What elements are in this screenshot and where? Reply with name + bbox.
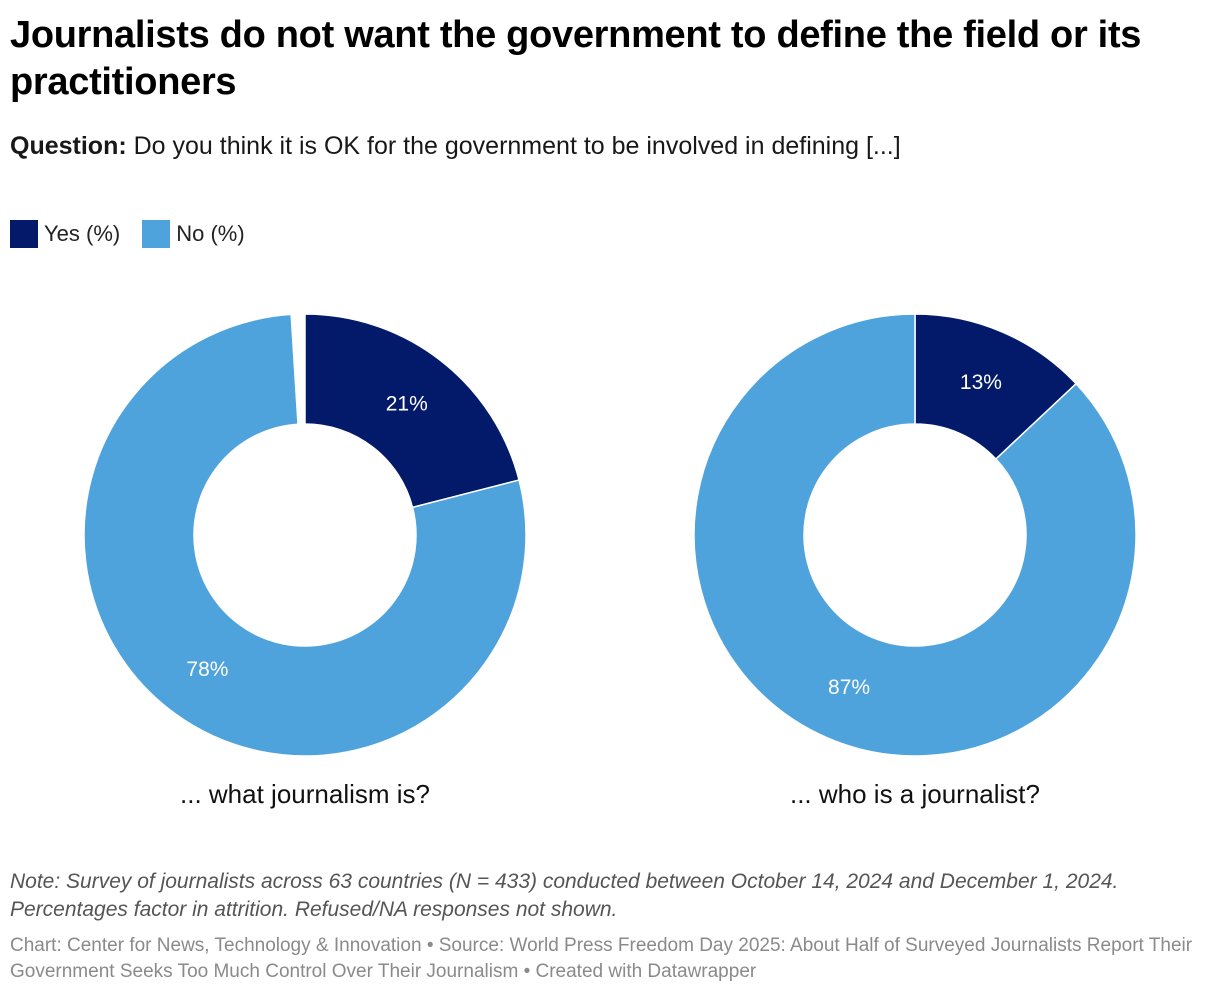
data-label-1-no: 78%	[186, 658, 228, 681]
data-label-2-yes: 13%	[960, 371, 1002, 394]
legend-swatch-no	[142, 220, 171, 248]
legend: Yes (%) No (%)	[10, 220, 267, 248]
chart-note: Note: Survey of journalists across 63 co…	[10, 870, 1119, 921]
legend-swatch-yes	[10, 220, 38, 248]
donut-slice-1-yes	[304, 313, 520, 509]
data-label-2-no: 87%	[828, 676, 870, 699]
legend-label-no: No (%)	[176, 221, 245, 246]
donut-title-2: ... who is a journalist?	[790, 779, 1040, 809]
subtitle-label: Question:	[10, 132, 127, 160]
legend-label-yes: Yes (%)	[44, 221, 121, 246]
donut-chart-2: 13% 87% ... who is a journalist?	[693, 313, 1137, 809]
legend-item-no: No (%)	[142, 220, 245, 248]
chart-credit: Chart: Center for News, Technology & Inn…	[10, 935, 1193, 982]
chart-subtitle: Question: Do you think it is OK for the …	[10, 130, 901, 162]
subtitle-question: Do you think it is OK for the government…	[133, 132, 901, 160]
donut-chart-1: 21% 78% ... what journalism is?	[83, 313, 527, 809]
data-label-1-yes: 21%	[386, 392, 428, 415]
donut-slice-1-no	[83, 313, 527, 757]
legend-item-yes: Yes (%)	[10, 220, 120, 248]
chart-title: Journalists do not want the government t…	[10, 14, 1142, 103]
donut-slice-2-no	[693, 313, 1137, 757]
donut-title-1: ... what journalism is?	[180, 779, 430, 809]
